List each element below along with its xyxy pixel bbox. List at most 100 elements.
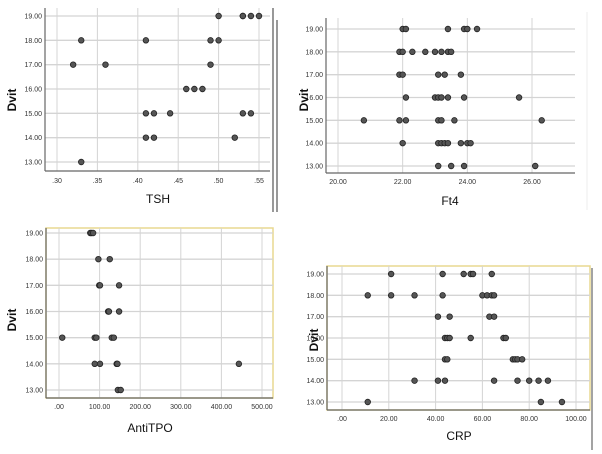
data-point [434, 313, 442, 320]
data-point [535, 377, 542, 384]
y-tick-label: 15.00 [25, 335, 43, 342]
data-point [446, 334, 453, 342]
y-tick-label: 17.00 [24, 62, 42, 69]
data-point [473, 25, 481, 33]
data-point [431, 48, 439, 56]
data-point [110, 334, 118, 341]
y-tick-label: 13.00 [305, 164, 323, 171]
data-point [451, 117, 458, 124]
data-point [215, 37, 222, 44]
x-tick-label: 24.00 [459, 179, 477, 186]
x-tick-label: 300.00 [170, 404, 192, 411]
data-point [399, 48, 406, 56]
data-point [515, 94, 523, 101]
data-point [502, 334, 509, 342]
data-point [387, 270, 395, 278]
data-point [558, 398, 566, 406]
y-tick-label: 15.00 [306, 357, 324, 364]
data-point [411, 292, 418, 299]
data-point [59, 334, 66, 341]
data-point [199, 85, 206, 93]
scatter-panel-ft4: 20.00 22.00 24.00 26.00 13.00 14.00 15.00 16.00… [297, 18, 575, 208]
data-point [537, 398, 545, 406]
data-point [396, 117, 403, 124]
y-axis-title: Dvit [5, 309, 19, 332]
data-point [435, 162, 442, 170]
x-tick-label: 20.00 [329, 179, 347, 186]
data-point [93, 334, 100, 341]
y-tick-label: 14.00 [306, 378, 324, 385]
data-point [142, 110, 150, 117]
data-point [402, 94, 410, 101]
data-point [78, 37, 85, 44]
x-tick-label: 200.00 [129, 404, 151, 411]
y-tick-label: 19.00 [306, 272, 324, 279]
data-point [544, 377, 552, 384]
data-point [89, 229, 97, 237]
y-tick-label: 19.00 [305, 27, 323, 34]
y-tick-label: 14.00 [305, 141, 323, 148]
y-tick-label: 18.00 [24, 38, 42, 45]
x-tick-label: 22.00 [394, 179, 412, 186]
data-point [255, 12, 263, 20]
data-point [409, 48, 416, 56]
data-point [150, 110, 158, 117]
x-tick-label: .45 [173, 178, 183, 185]
data-point [399, 71, 406, 78]
data-point [105, 308, 113, 315]
data-point [239, 110, 247, 117]
y-tick-label: 19.00 [24, 14, 42, 21]
data-point [364, 292, 371, 299]
data-point [435, 71, 442, 78]
data-point [96, 360, 104, 368]
data-point [95, 255, 102, 263]
data-point [117, 386, 124, 394]
data-point [460, 94, 468, 101]
data-point [457, 139, 465, 147]
x-tick-label: 400.00 [211, 404, 233, 411]
x-tick-label: 80.00 [520, 416, 538, 423]
y-tick-label: 16.00 [306, 336, 324, 343]
data-point [532, 162, 539, 170]
data-point [438, 94, 445, 101]
y-tick-label: 14.00 [25, 361, 43, 368]
data-point [166, 110, 174, 117]
y-tick-label: 17.00 [25, 283, 43, 290]
data-point [402, 117, 410, 124]
data-point [78, 158, 85, 166]
data-point [115, 282, 123, 289]
x-tick-label: 100.00 [89, 404, 111, 411]
x-tick-label: .50 [214, 178, 224, 185]
data-point [69, 61, 77, 68]
data-point [191, 85, 198, 93]
data-point [150, 134, 158, 141]
x-tick-label: .35 [93, 178, 103, 185]
data-point [439, 292, 446, 299]
x-tick-label: 60.00 [474, 416, 492, 423]
x-axis-title: CRP [446, 429, 471, 443]
data-point [106, 255, 113, 263]
data-point [434, 377, 442, 384]
data-point [215, 12, 222, 20]
data-point [446, 313, 453, 320]
data-point [439, 270, 446, 278]
data-point [183, 85, 190, 93]
data-point [102, 61, 109, 68]
x-tick-label: 500.00 [251, 404, 273, 411]
data-point [447, 162, 455, 170]
data-point [467, 334, 474, 342]
x-tick-label: .30 [52, 178, 62, 185]
data-point [235, 360, 243, 368]
y-tick-label: 16.00 [24, 87, 42, 94]
data-point [387, 292, 395, 299]
y-tick-label: 18.00 [305, 49, 323, 56]
data-point [96, 282, 104, 289]
y-tick-label: 15.00 [24, 111, 42, 118]
y-tick-label: 16.00 [25, 309, 43, 316]
data-point [207, 61, 214, 68]
plot-frame [45, 227, 274, 399]
scatter-panel-crp: .00 20.00 40.00 60.00 80.00 100.00 13.00 14.00 1… [306, 265, 591, 443]
data-point [469, 270, 477, 278]
data-point [239, 12, 247, 20]
x-tick-label: 100.00 [565, 416, 587, 423]
